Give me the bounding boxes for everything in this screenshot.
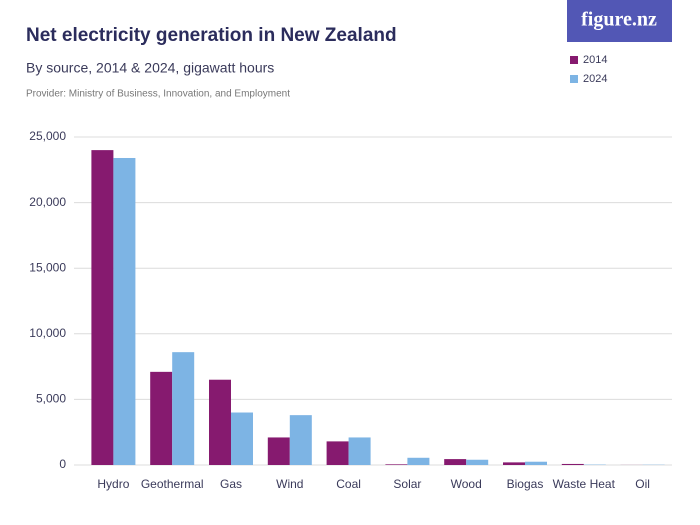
y-tick-label: 25,000 <box>29 129 66 143</box>
y-tick-label: 20,000 <box>29 195 66 209</box>
bar <box>407 457 430 465</box>
bar <box>209 379 231 465</box>
bar <box>348 437 371 465</box>
chart-subtitle: By source, 2014 & 2024, gigawatt hours <box>26 60 274 76</box>
bar <box>150 371 173 465</box>
y-tick-label: 5,000 <box>36 392 66 406</box>
x-tick-label: Solar <box>393 477 421 491</box>
bar <box>113 157 136 465</box>
provider: Provider: Ministry of Business, Innovati… <box>26 89 290 100</box>
x-tick-label: Wind <box>276 477 303 491</box>
x-tick-label: Geothermal <box>141 477 204 491</box>
bar <box>444 459 467 465</box>
legend-swatch <box>570 75 578 83</box>
bar <box>525 461 547 465</box>
legend-swatch <box>570 56 578 64</box>
bar <box>561 463 584 465</box>
logo-box <box>567 0 672 42</box>
bar <box>172 352 195 465</box>
bar <box>267 437 290 465</box>
y-tick-label: 10,000 <box>29 326 66 340</box>
bar <box>466 459 489 465</box>
bar <box>503 462 525 465</box>
x-tick-label: Waste Heat <box>553 477 616 491</box>
y-tick-label: 15,000 <box>29 260 66 274</box>
bar <box>385 464 408 465</box>
logo: figure.nz <box>581 9 657 31</box>
x-tick-label: Gas <box>220 477 242 491</box>
x-tick-label: Hydro <box>97 477 129 491</box>
x-tick-label: Wood <box>451 477 482 491</box>
bar <box>91 150 114 465</box>
legend-label: 2024 <box>583 73 607 85</box>
x-tick-label: Coal <box>336 477 361 491</box>
x-tick-label: Oil <box>635 477 650 491</box>
legend-label: 2014 <box>583 54 607 66</box>
x-tick-label: Biogas <box>507 477 544 491</box>
chart-title: Net electricity generation in New Zealan… <box>26 25 397 46</box>
y-tick-label: 0 <box>59 457 66 471</box>
bar <box>289 415 312 465</box>
bar <box>326 441 349 465</box>
bar <box>231 412 253 465</box>
